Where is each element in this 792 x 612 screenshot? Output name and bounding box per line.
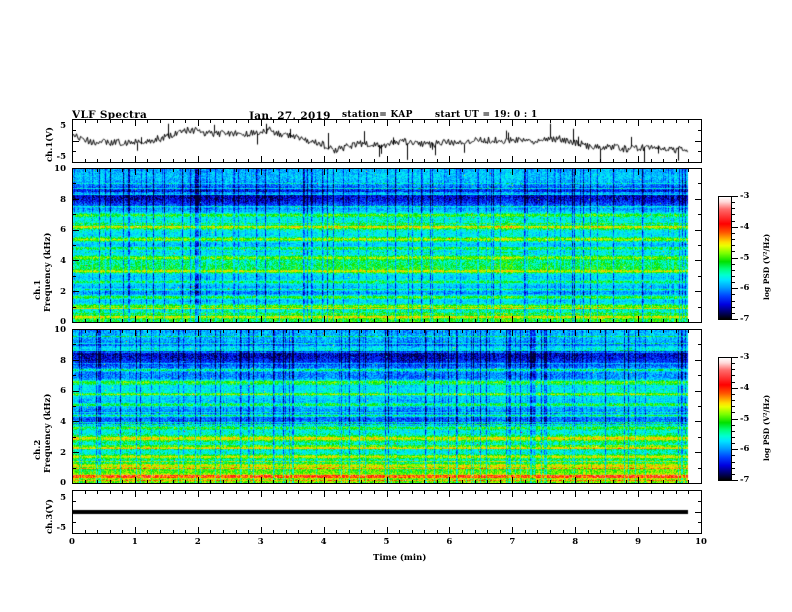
colorbar-0-tick--7: -7 — [740, 314, 750, 324]
ch3-waveform-ylabel: ch.3(V) — [45, 499, 55, 534]
ch2spec-ytick-2: 2 — [60, 448, 66, 458]
ch1spec-ytick-0: 0 — [60, 317, 66, 327]
colorbar-0-tick--6: -6 — [740, 283, 750, 294]
ch2-spectrogram-ylabel-line2: Frequency (kHz) — [43, 393, 53, 473]
ch2spec-ytick-8: 8 — [60, 356, 66, 366]
x-tick-label-6: 6 — [446, 537, 453, 547]
ch1-spectrogram-canvas — [73, 169, 701, 322]
x-tick-label-7: 7 — [509, 537, 516, 547]
ch1-waveform-canvas — [73, 120, 701, 162]
ch3-ytick-neg5: -5 — [56, 523, 66, 533]
ch1spec-ytick-10: 10 — [54, 164, 66, 174]
x-tick-label-5: 5 — [383, 537, 390, 547]
ch1-ytick-neg5: -5 — [56, 152, 66, 162]
ch1spec-ytick-4: 4 — [60, 256, 66, 266]
x-tick-label-3: 3 — [257, 537, 264, 547]
plot-title: VLF Spectra — [72, 109, 148, 121]
colorbar-1-tick--3: -3 — [740, 352, 750, 362]
ch2-spectrogram-panel — [72, 329, 702, 484]
ch1spec-ytick-2: 2 — [60, 287, 66, 297]
ch1-spectrogram-ylabel-line2: Frequency (kHz) — [43, 232, 53, 312]
ch1-spectrogram-ylabel-line1: ch.1 — [33, 279, 43, 300]
ch1spec-ytick-8: 8 — [60, 195, 66, 205]
colorbar-1-tick--7: -7 — [740, 475, 750, 485]
colorbar-1-tick--4: -4 — [740, 382, 750, 393]
colorbar-0-tick--5: -5 — [740, 252, 750, 263]
colorbar-0-tick--4: -4 — [740, 221, 750, 232]
ch3-ytick-5: 5 — [60, 493, 66, 503]
ch1-waveform-ylabel: ch.1(V) — [45, 127, 55, 162]
ch1-spectrogram-panel — [72, 168, 702, 323]
x-tick-label-9: 9 — [635, 537, 642, 547]
ch2-spectrogram-ylabel-line1: ch.2 — [33, 439, 43, 460]
colorbar-ch2 — [718, 357, 732, 481]
colorbar-ch2-label: log PSD (V²/Hz) — [762, 394, 771, 461]
ch2spec-ytick-10: 10 — [54, 325, 66, 335]
colorbar-0-tick--3: -3 — [740, 191, 750, 201]
plot-date: Jan. 27, 2019 — [249, 110, 331, 122]
x-tick-label-8: 8 — [572, 537, 579, 547]
ch1-waveform-panel — [72, 119, 702, 163]
colorbar-1-tick--5: -5 — [740, 413, 750, 424]
ch3-waveform-panel — [72, 490, 702, 534]
colorbar-ch1-label: log PSD (V²/Hz) — [762, 233, 771, 300]
x-tick-label-1: 1 — [131, 537, 138, 547]
colorbar-ch1 — [718, 196, 732, 320]
x-tick-label-4: 4 — [320, 537, 327, 547]
x-tick-label-10: 10 — [695, 537, 707, 547]
x-axis-title: Time (min) — [373, 553, 427, 563]
ch1spec-ytick-6: 6 — [60, 225, 66, 235]
ch2spec-ytick-6: 6 — [60, 386, 66, 396]
x-tick-label-2: 2 — [194, 537, 201, 547]
ch2spec-ytick-0: 0 — [60, 478, 66, 488]
station-label: station= KAP — [342, 110, 413, 120]
start-ut-label: start UT = 19: 0 : 1 — [435, 110, 538, 120]
ch1-ytick-5: 5 — [60, 121, 66, 131]
ch2-spectrogram-canvas — [73, 330, 701, 483]
colorbar-1-tick--6: -6 — [740, 444, 750, 455]
ch2spec-ytick-4: 4 — [60, 417, 66, 427]
x-tick-label-0: 0 — [69, 537, 75, 547]
ch3-waveform-canvas — [73, 491, 701, 533]
